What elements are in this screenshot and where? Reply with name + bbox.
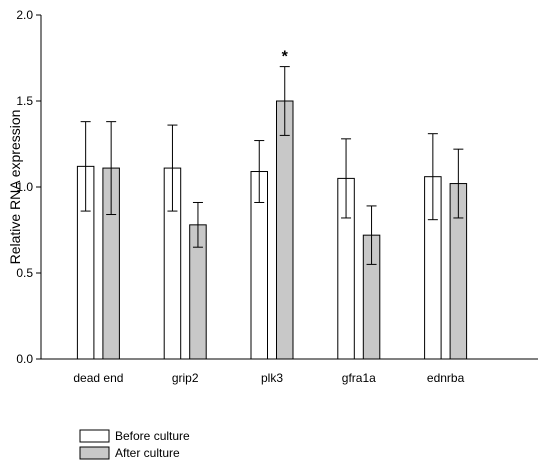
error-bar-gfra1a-before-culture: [341, 138, 352, 219]
error-bar-plk3-before-culture: [254, 140, 265, 203]
error-bar-grip2-after-culture: [192, 201, 203, 248]
error-bars-layer: [80, 66, 464, 265]
legend-swatch-before: [79, 429, 110, 443]
error-bar-dead-end-after-culture: [106, 121, 117, 216]
y-tick-label: 0.5: [16, 266, 33, 280]
error-bar-ednrba-before-culture: [427, 133, 438, 221]
x-category-labels: dead end grip2 plk3 gfra1a ednrba: [73, 371, 464, 385]
error-bar-gfra1a-after-culture: [366, 205, 377, 265]
x-category-label: gfra1a: [342, 371, 376, 385]
y-axis-title: Relative RNA expression: [7, 110, 23, 265]
annotations-layer: *: [282, 49, 289, 66]
significance-marker: *: [282, 49, 289, 66]
legend-label-before: Before culture: [115, 429, 190, 443]
x-category-label: grip2: [172, 371, 199, 385]
error-bar-dead-end-before-culture: [80, 121, 91, 212]
error-bar-plk3-after-culture: [279, 66, 290, 136]
x-category-label: plk3: [261, 371, 283, 385]
y-tick-label: 2.0: [16, 8, 33, 22]
legend-label-after: After culture: [115, 446, 180, 460]
y-tick-label: 1.0: [16, 180, 33, 194]
y-ticks: 0.0 0.5 1.0 1.5 2.0: [16, 8, 41, 366]
error-bar-grip2-before-culture: [167, 124, 178, 212]
plot-area: * 0.0 0.5 1.0 1.5 2.0 dead end grip2 plk3 gfra1…: [16, 8, 538, 385]
legend-swatch-after: [79, 446, 110, 460]
error-bar-ednrba-after-culture: [453, 148, 464, 219]
bar-plk3-after-culture: [276, 100, 294, 360]
y-tick-label: 0.0: [16, 352, 33, 366]
x-category-label: ednrba: [427, 371, 465, 385]
legend: Before culture After culture: [79, 429, 190, 460]
y-tick-label: 1.5: [16, 94, 33, 108]
x-category-label: dead end: [73, 371, 123, 385]
bars-layer: [76, 100, 468, 360]
